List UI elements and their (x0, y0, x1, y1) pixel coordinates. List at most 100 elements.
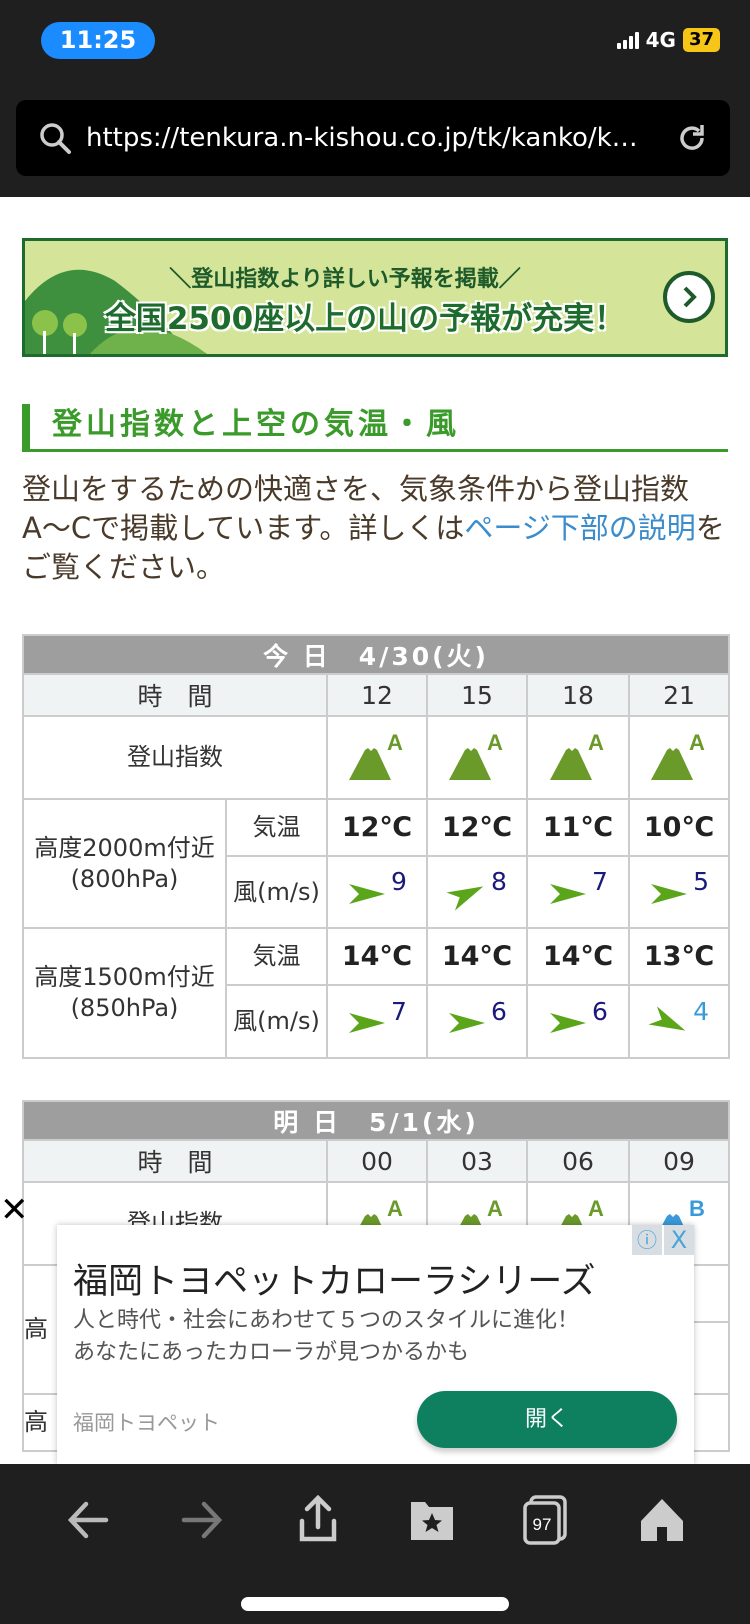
chevron-right-icon[interactable] (663, 271, 715, 323)
share-icon[interactable] (294, 1492, 342, 1548)
bookmarks-icon[interactable] (408, 1492, 456, 1548)
ad-open-button[interactable]: 開く (417, 1391, 677, 1448)
wind-speed: 7 (391, 996, 407, 1026)
temp-cell: 12℃ (326, 798, 428, 857)
wind-arrow-icon (651, 883, 688, 904)
time-cell: 18 (526, 673, 630, 717)
temp-cell: 11℃ (526, 798, 630, 857)
mountain-index-icon: A (550, 730, 604, 780)
wind-arrow-icon (648, 1006, 686, 1031)
time-cell: 03 (426, 1139, 528, 1183)
ad-description: 人と時代・社会にあわせて５つのスタイルに進化！ あなたにあったカローラが見つかるか… (73, 1308, 580, 1365)
wind-speed: 6 (592, 996, 608, 1026)
banner-title: 全国2500座以上の山の予報が充実！ (65, 293, 665, 338)
svg-text:A: A (588, 730, 604, 755)
temp-cell: 14℃ (526, 927, 630, 986)
forward-icon[interactable] (178, 1492, 226, 1548)
svg-text:A: A (487, 730, 503, 755)
wind-label: 風(m/s) (225, 984, 328, 1059)
mountain-index-icon: A (349, 730, 403, 780)
network-type: 4G (645, 28, 676, 52)
time-cell: 09 (627, 1139, 731, 1183)
altitude-1500-label: 高度1500m付近 (850hPa) (22, 927, 227, 1059)
wind-speed: 4 (693, 996, 709, 1026)
wind-cell: 9 (326, 855, 428, 929)
ad-dismiss-button[interactable]: ✕ (0, 1190, 29, 1230)
signal-icon (616, 31, 639, 49)
description-text-end: をご覧ください。 (22, 511, 725, 584)
tab-count: 97 (533, 1515, 552, 1534)
wind-speed: 6 (491, 996, 507, 1026)
ad-advertiser: 福岡トヨペット (73, 1411, 220, 1435)
wind-cell: 7 (326, 984, 428, 1059)
time-cell: 06 (526, 1139, 630, 1183)
address-bar[interactable]: https://tenkura.n-kishou.co.jp/tk/kanko/… (16, 100, 730, 176)
url-text[interactable]: https://tenkura.n-kishou.co.jp/tk/kanko/… (86, 123, 638, 153)
temp-label: 気温 (225, 798, 328, 857)
wind-speed: 5 (693, 867, 709, 897)
wind-label: 風(m/s) (225, 855, 328, 929)
wind-cell: 8 (426, 855, 528, 929)
mountain-illustration (25, 269, 207, 354)
time-label: 時 間 (22, 673, 328, 717)
time-cell: 00 (326, 1139, 428, 1183)
wind-cell: 4 (627, 984, 731, 1059)
section-description: 登山をするための快適さを、気象条件から登山指数A〜Cで掲載しています。詳しくはペ… (22, 470, 728, 587)
banner-title-text: 全国2500座以上の山の予報が充実！ (104, 301, 626, 337)
wind-speed: 8 (491, 867, 507, 897)
back-icon[interactable] (64, 1492, 112, 1548)
browser-toolbar: 97 (0, 1464, 750, 1624)
svg-text:A: A (588, 1196, 604, 1221)
wind-arrow-icon (446, 886, 484, 911)
altitude-2000-label: 高度2000m付近 (800hPa) (22, 798, 227, 929)
temp-cell: 14℃ (426, 927, 528, 986)
battery-icon: 37 (682, 28, 720, 52)
index-cell: A (426, 715, 528, 800)
wind-cell: 5 (627, 855, 731, 929)
temp-cell: 14℃ (326, 927, 428, 986)
today-forecast-table: 今 日 4/30(火) 時 間 12 15 18 21 登山指数 A A A A 高度2000m… (21, 634, 731, 1059)
ad-title[interactable]: 福岡トヨペットカローラシリーズ (73, 1262, 596, 1302)
home-indicator (241, 1597, 509, 1611)
svg-text:A: A (689, 730, 705, 755)
svg-text:A: A (387, 1196, 403, 1221)
index-label: 登山指数 (22, 715, 328, 800)
temp-label: 気温 (225, 927, 328, 986)
time-cell: 15 (426, 673, 528, 717)
section-title: 登山指数と上空の気温・風 (22, 404, 728, 452)
ad-info-icon[interactable]: ⓘ (632, 1225, 662, 1255)
search-icon (40, 123, 71, 154)
tabs-button[interactable]: 97 (522, 1492, 570, 1548)
temp-cell: 10℃ (627, 798, 731, 857)
mountain-forecast-banner[interactable]: ＼登山指数より詳しい予報を掲載／ 全国2500座以上の山の予報が充実！ (22, 238, 728, 357)
wind-arrow-icon (349, 883, 386, 904)
wind-cell: 6 (526, 984, 630, 1059)
status-time: 11:25 (41, 22, 155, 59)
index-cell: A (526, 715, 630, 800)
description-link[interactable]: ページ下部の説明 (464, 511, 696, 545)
ad-close-button[interactable]: X (664, 1225, 694, 1255)
svg-text:A: A (387, 730, 403, 755)
mountain-index-icon: A (651, 730, 705, 780)
time-label: 時 間 (22, 1139, 328, 1183)
reload-icon[interactable] (676, 122, 708, 154)
banner-subtitle: ＼登山指数より詳しい予報を掲載／ (169, 267, 521, 292)
svg-text:A: A (487, 1196, 503, 1221)
description-text: 登山をするための快適さを、気象条件から登山指数A〜Cで掲載しています。詳しくは (22, 472, 690, 545)
browser-chrome-top: 11:25 4G 37 https://tenkura.n-kishou.co.… (0, 0, 750, 197)
day-header: 今 日 4/30(火) (21, 634, 731, 675)
index-cell: A (627, 715, 731, 800)
time-cell: 12 (326, 673, 428, 717)
wind-arrow-icon (550, 1013, 587, 1034)
status-indicators: 4G 37 (616, 28, 720, 52)
advertisement[interactable]: ⓘ X 福岡トヨペットカローラシリーズ 人と時代・社会にあわせて５つのスタイルに… (57, 1225, 694, 1465)
temp-cell: 13℃ (627, 927, 731, 986)
wind-arrow-icon (349, 1013, 386, 1034)
mountain-index-icon: A (449, 730, 503, 780)
wind-cell: 6 (426, 984, 528, 1059)
wind-speed: 7 (592, 867, 608, 897)
temp-cell: 12℃ (426, 798, 528, 857)
svg-text:B: B (689, 1196, 705, 1221)
index-cell: A (326, 715, 428, 800)
home-icon[interactable] (638, 1492, 686, 1548)
